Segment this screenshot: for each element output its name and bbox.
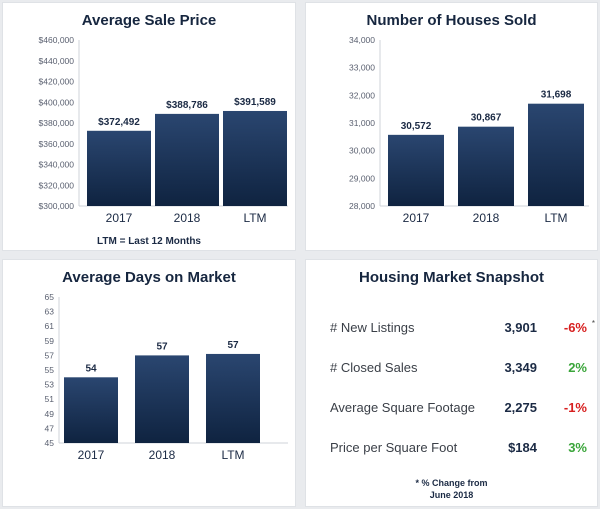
row-value: $184 bbox=[508, 440, 537, 455]
y-tick-label: $320,000 bbox=[39, 180, 75, 190]
y-tick-label: 29,000 bbox=[349, 173, 375, 183]
houses-sold-chart: 28,000 29,000 30,000 31,000 32,000 33,000 34,0… bbox=[349, 35, 589, 225]
chart-title: Number of Houses Sold bbox=[366, 12, 537, 29]
row-value: 3,349 bbox=[504, 360, 537, 375]
y-tick-label: 63 bbox=[45, 307, 55, 317]
y-tick-label: $360,000 bbox=[39, 139, 75, 149]
y-tick-label: $300,000 bbox=[39, 201, 75, 211]
y-tick-label: 34,000 bbox=[349, 35, 375, 45]
y-tick-label: $400,000 bbox=[39, 97, 75, 107]
bar-value-label: $391,589 bbox=[234, 97, 276, 108]
y-tick-label: 31,000 bbox=[349, 118, 375, 128]
bar-2017 bbox=[388, 134, 444, 206]
bar-2018 bbox=[155, 113, 219, 206]
footnote-line-1: * % Change from bbox=[415, 478, 488, 488]
houses-sold-panel: Number of Houses Sold 28,000 29,000 30,000… bbox=[305, 2, 598, 251]
bar-value-label: 30,867 bbox=[471, 113, 502, 124]
bar-2017 bbox=[87, 130, 151, 206]
bar-value-label: 57 bbox=[227, 340, 239, 351]
row-label: Price per Square Foot bbox=[330, 440, 458, 455]
bar-value-label: $388,786 bbox=[166, 100, 208, 111]
snapshot-row-closed-sales: # Closed Sales 3,349 2% bbox=[330, 360, 587, 380]
row-change: 3% bbox=[568, 440, 587, 455]
x-tick-label: 2018 bbox=[473, 211, 500, 225]
bar-value-label: 54 bbox=[85, 363, 97, 374]
days-on-market-chart: 45 47 49 51 53 55 57 59 61 63 65 54 2017 57 2018 57 LTM bbox=[45, 292, 288, 462]
average-sale-price-chart: $300,000 $320,000 $340,000 $360,000 $380,000… bbox=[39, 35, 288, 225]
x-tick-label: 2018 bbox=[174, 211, 201, 225]
y-tick-label: 53 bbox=[45, 380, 55, 390]
bar-value-label: 57 bbox=[156, 341, 168, 352]
y-tick-label: 61 bbox=[45, 321, 55, 331]
y-tick-label: 28,000 bbox=[349, 201, 375, 211]
x-tick-label: 2017 bbox=[106, 211, 133, 225]
y-tick-label: $340,000 bbox=[39, 160, 75, 170]
row-label: # Closed Sales bbox=[330, 360, 418, 375]
y-tick-label: $380,000 bbox=[39, 118, 75, 128]
market-snapshot-panel: Housing Market Snapshot * # New Listings… bbox=[305, 259, 598, 507]
y-tick-label: 30,000 bbox=[349, 146, 375, 156]
y-tick-label: 45 bbox=[45, 438, 55, 448]
snapshot-row-avg-sqft: Average Square Footage 2,275 -1% bbox=[330, 400, 587, 420]
snapshot-title: Housing Market Snapshot bbox=[358, 269, 545, 286]
bar-2018 bbox=[458, 126, 514, 206]
footnote-marker: * bbox=[591, 319, 595, 328]
row-change: -6% bbox=[563, 320, 587, 335]
chart-title: Average Days on Market bbox=[62, 269, 236, 286]
x-tick-label: LTM bbox=[243, 211, 266, 225]
y-tick-label: 47 bbox=[45, 423, 55, 433]
bar-2018 bbox=[135, 355, 189, 443]
row-value: 2,275 bbox=[504, 400, 537, 415]
x-tick-label: 2017 bbox=[403, 211, 430, 225]
y-tick-label: $460,000 bbox=[39, 35, 75, 45]
y-tick-label: 55 bbox=[45, 365, 55, 375]
y-tick-label: 51 bbox=[45, 394, 55, 404]
y-tick-label: 59 bbox=[45, 336, 55, 346]
footnote-line-2: June 2018 bbox=[429, 490, 474, 500]
bar-LTM bbox=[528, 103, 584, 206]
x-tick-label: 2017 bbox=[78, 448, 105, 462]
x-tick-label: LTM bbox=[221, 448, 244, 462]
ltm-note: LTM = Last 12 Months bbox=[97, 236, 201, 247]
snapshot-row-new-listings: # New Listings 3,901 -6% bbox=[330, 320, 587, 340]
bar-LTM bbox=[223, 110, 287, 206]
x-tick-label: LTM bbox=[544, 211, 567, 225]
y-tick-label: 32,000 bbox=[349, 90, 375, 100]
bar-value-label: 31,698 bbox=[541, 90, 572, 101]
snapshot-row-price-per-sqft: Price per Square Foot $184 3% bbox=[330, 440, 587, 460]
row-change: 2% bbox=[568, 360, 587, 375]
y-tick-label: 65 bbox=[45, 292, 55, 302]
bar-LTM bbox=[206, 353, 260, 443]
row-label: Average Square Footage bbox=[330, 400, 476, 415]
change-footnote: * % Change from June 2018 bbox=[306, 477, 597, 501]
chart-title: Average Sale Price bbox=[81, 12, 217, 29]
row-value: 3,901 bbox=[504, 320, 537, 335]
x-tick-label: 2018 bbox=[149, 448, 176, 462]
y-tick-label: 49 bbox=[45, 409, 55, 419]
bar-value-label: 30,572 bbox=[401, 121, 432, 132]
days-on-market-panel: Average Days on Market 45 47 49 51 53 55 57 59 6… bbox=[2, 259, 296, 507]
row-label: # New Listings bbox=[330, 320, 415, 335]
bar-value-label: $372,492 bbox=[98, 117, 140, 128]
y-tick-label: $420,000 bbox=[39, 77, 75, 87]
y-tick-label: 33,000 bbox=[349, 63, 375, 73]
row-change: -1% bbox=[563, 400, 587, 415]
average-sale-price-panel: Average Sale Price $300,000 $320,000 $340,… bbox=[2, 2, 296, 251]
y-tick-label: 57 bbox=[45, 350, 55, 360]
y-tick-label: $440,000 bbox=[39, 56, 75, 66]
bar-2017 bbox=[64, 377, 118, 443]
